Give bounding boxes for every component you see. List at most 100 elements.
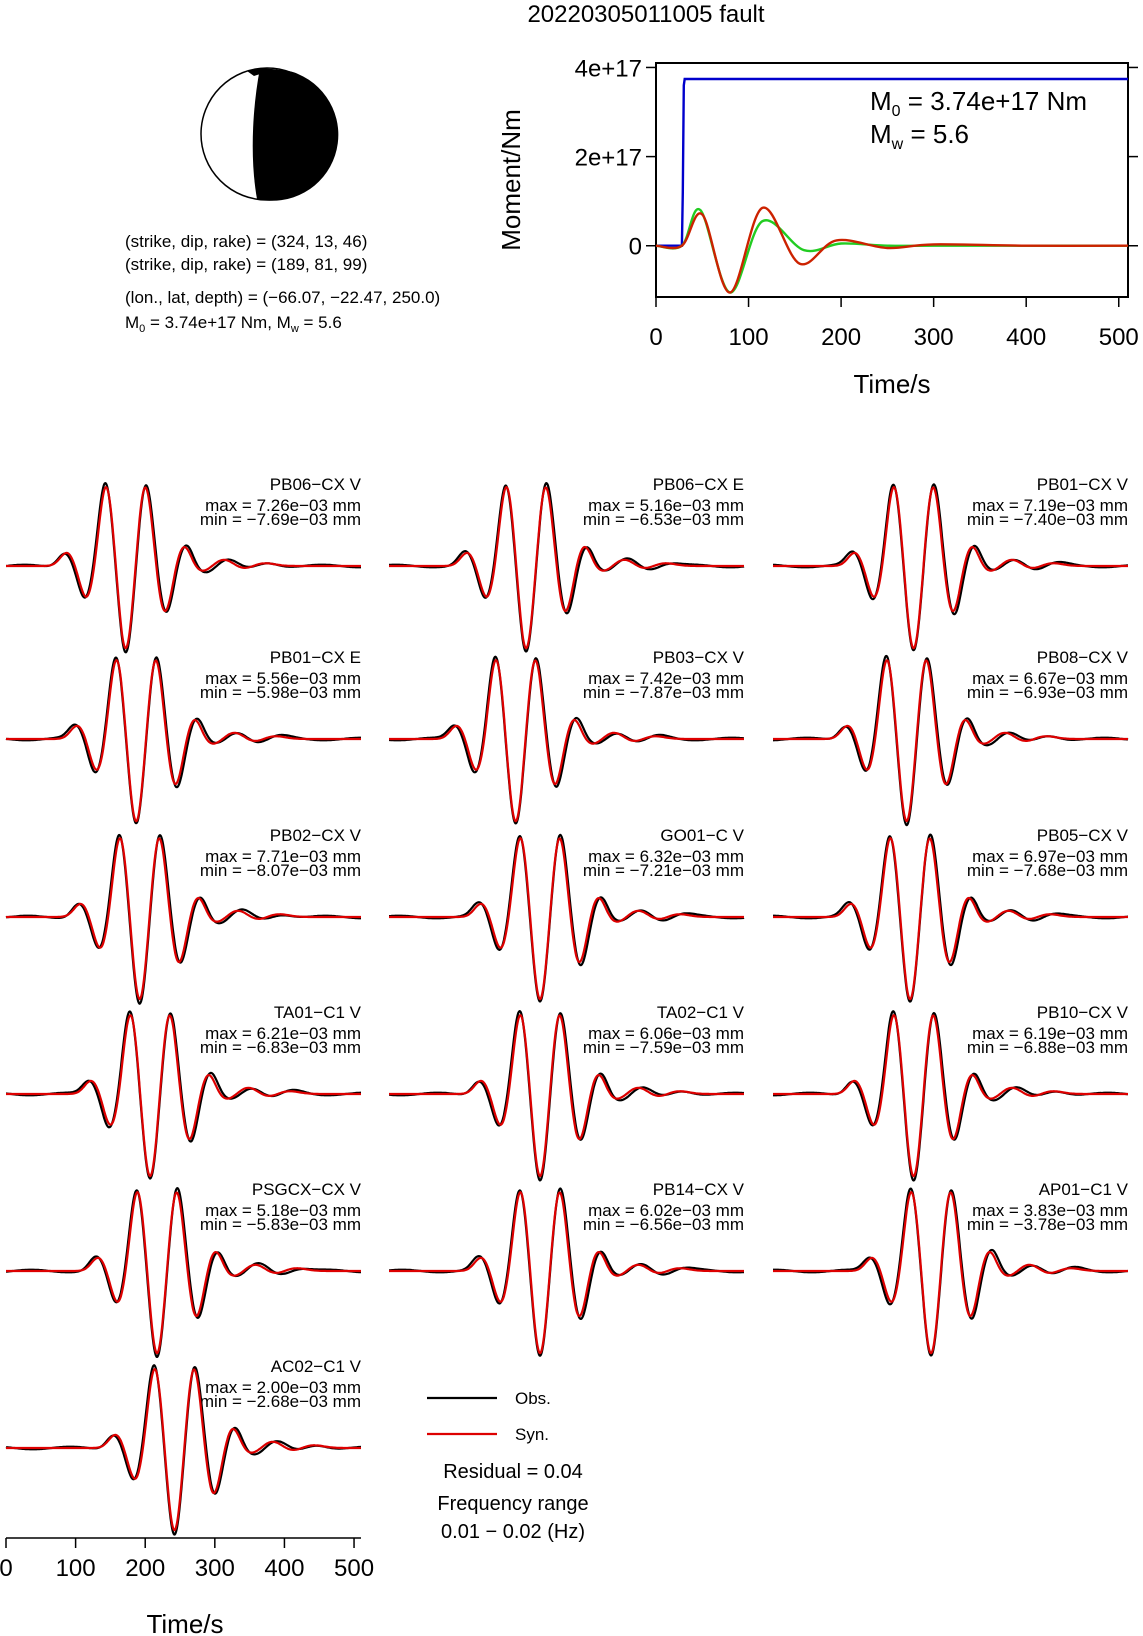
station-label: PB01−CX V [1037, 475, 1129, 494]
station-max: max = 6.97e−03 mm [972, 847, 1128, 866]
moment-x-tick-label: 500 [1099, 324, 1139, 351]
waveform-x-tick-label: 300 [195, 1555, 235, 1582]
moment-series-blue [656, 77, 1128, 247]
station-label: AC02−C1 V [271, 1357, 362, 1376]
moment-x-tick-label: 0 [649, 324, 662, 351]
station-min: min = −2.68e−03 mm [200, 1392, 361, 1411]
synthetic-trace [6, 837, 361, 1001]
waveform-x-axis: 0 100 200 300 400 500 [0, 1537, 374, 1582]
moment-series [655, 77, 1129, 294]
moment-x-tick-label: 200 [821, 324, 861, 351]
station-label: PB08−CX V [1037, 648, 1129, 667]
figure-title: 20220305011005 fault [527, 1, 764, 28]
moment-function-panel: 0 2e+17 4e+17 0 100 200 300 400 500 M0 = 3.74e+… [496, 55, 1139, 399]
waveform-x-tick-label: 0 [0, 1555, 13, 1582]
moment-magnitude-line: M0 = 3.74e+17 Nm, Mw = 5.6 [125, 313, 342, 335]
station-min: min = −6.83e−03 mm [200, 1038, 361, 1057]
station-min: min = −7.59e−03 mm [583, 1038, 744, 1057]
synthetic-trace [773, 837, 1128, 1001]
station-label: PB06−CX E [653, 475, 744, 494]
station-min: min = −7.21e−03 mm [583, 861, 744, 880]
moment-x-tick-label: 400 [1006, 324, 1046, 351]
station-min: min = −7.40e−03 mm [967, 510, 1128, 529]
station-min: min = −5.98e−03 mm [200, 683, 361, 702]
moment-x-axis-label: Time/s [853, 369, 930, 399]
station-label: TA02−C1 V [657, 1003, 745, 1022]
station-min: min = −6.93e−03 mm [967, 683, 1128, 702]
synthetic-trace [389, 1014, 744, 1178]
synthetic-trace [388, 486, 744, 650]
synthetic-trace [772, 1191, 1128, 1355]
station-min: min = −5.83e−03 mm [200, 1215, 361, 1234]
legend: Obs. Syn. Residual = 0.04 Frequency rang… [427, 1389, 589, 1543]
waveform-x-axis-label: Time/s [146, 1609, 223, 1636]
station-max: max = 6.06e−03 mm [588, 1024, 744, 1043]
moment-y-tick-label: 4e+17 [575, 55, 642, 82]
moment-x-axis: 0 100 200 300 400 500 [649, 297, 1139, 351]
moment-x-tick-label: 300 [914, 324, 954, 351]
residual-text: Residual = 0.04 [443, 1461, 583, 1483]
station-label: PB10−CX V [1037, 1003, 1129, 1022]
location-depth: (lon., lat, depth) = (−66.07, −22.47, 25… [125, 288, 440, 307]
station-max: max = 7.42e−03 mm [588, 669, 744, 688]
beachball-compression-quadrant [252, 68, 339, 201]
station-min: min = −3.78e−03 mm [967, 1215, 1128, 1234]
frequency-range-value: 0.01 − 0.02 (Hz) [441, 1521, 585, 1543]
station-max: max = 3.83e−03 mm [972, 1201, 1128, 1220]
legend-obs-label: Obs. [515, 1389, 551, 1408]
synthetic-trace [5, 486, 361, 650]
station-min: min = −7.87e−03 mm [583, 683, 744, 702]
focal-info-text: (strike, dip, rake) = (324, 13, 46) (str… [125, 232, 440, 335]
legend-syn-label: Syn. [515, 1425, 549, 1444]
station-label: PB03−CX V [653, 648, 745, 667]
station-min: min = −8.07e−03 mm [200, 861, 361, 880]
synthetic-trace [772, 486, 1128, 650]
moment-M0-annotation: M0 = 3.74e+17 Nm [870, 86, 1087, 120]
synthetic-trace [773, 1014, 1128, 1178]
moment-series-green [655, 207, 1128, 294]
station-max: max = 2.00e−03 mm [205, 1378, 361, 1397]
moment-y-axis-label: Moment/Nm [496, 109, 526, 251]
station-max: max = 7.19e−03 mm [972, 496, 1128, 515]
station-label: PB06−CX V [270, 475, 362, 494]
moment-series-red [655, 206, 1129, 294]
station-label: PB05−CX V [1037, 826, 1129, 845]
moment-y-tick-label: 0 [629, 234, 642, 261]
moment-x-tick-label: 100 [729, 324, 769, 351]
station-max: max = 7.26e−03 mm [205, 496, 361, 515]
moment-y-axis: 0 2e+17 4e+17 [575, 55, 1138, 261]
moment-Mw-annotation: Mw = 5.6 [870, 119, 969, 153]
nodal-plane-2: (strike, dip, rake) = (189, 81, 99) [125, 255, 367, 274]
waveform-x-tick-label: 400 [264, 1555, 304, 1582]
station-max: max = 7.71e−03 mm [205, 847, 361, 866]
station-min: min = −6.53e−03 mm [583, 510, 744, 529]
moment-plot-frame [655, 62, 1129, 298]
station-max: max = 5.18e−03 mm [205, 1201, 361, 1220]
station-label: GO01−C V [660, 826, 744, 845]
station-max: max = 6.32e−03 mm [588, 847, 744, 866]
waveform-x-tick-label: 500 [334, 1555, 374, 1582]
nodal-plane-1: (strike, dip, rake) = (324, 13, 46) [125, 232, 367, 251]
synthetic-trace [6, 1014, 361, 1178]
station-label: PSGCX−CX V [252, 1180, 362, 1199]
station-max: max = 6.02e−03 mm [588, 1201, 744, 1220]
synthetic-trace [389, 659, 744, 823]
station-min: min = −7.69e−03 mm [200, 510, 361, 529]
synthetic-trace [5, 1368, 361, 1532]
station-label: PB14−CX V [653, 1180, 745, 1199]
frequency-range-label: Frequency range [437, 1493, 588, 1515]
station-min: min = −6.56e−03 mm [583, 1215, 744, 1234]
